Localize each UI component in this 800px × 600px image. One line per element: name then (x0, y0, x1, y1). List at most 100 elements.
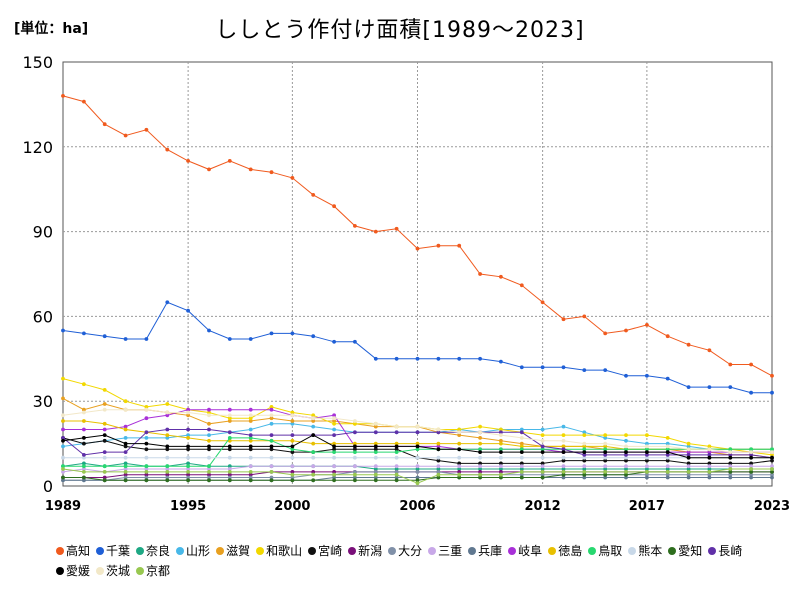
data-point (144, 441, 149, 446)
data-point (165, 470, 170, 474)
data-point (707, 461, 712, 466)
data-point (248, 475, 253, 480)
data-point (478, 450, 482, 454)
data-point (582, 447, 587, 452)
data-point (311, 334, 316, 339)
data-point (603, 436, 608, 440)
data-point (561, 464, 566, 469)
data-point (248, 433, 253, 437)
data-point (311, 450, 316, 454)
data-point (186, 472, 191, 477)
data-point (519, 472, 524, 477)
data-point (394, 472, 399, 477)
data-point (457, 467, 462, 471)
data-point (519, 283, 524, 288)
data-point (227, 455, 232, 460)
data-point (144, 455, 149, 460)
data-point (61, 475, 65, 480)
data-point (186, 427, 191, 432)
data-point (82, 410, 86, 415)
data-point (728, 362, 733, 367)
data-point (436, 455, 441, 460)
data-point (332, 475, 336, 480)
data-point (102, 470, 107, 474)
data-point (665, 470, 670, 474)
data-point (353, 450, 357, 454)
data-point (478, 424, 482, 429)
data-point (61, 478, 65, 483)
data-point (603, 433, 608, 437)
legend-marker (136, 547, 145, 555)
data-point (457, 433, 462, 437)
data-point (102, 464, 107, 469)
data-point (332, 455, 336, 460)
data-point (499, 461, 503, 466)
data-point (186, 444, 191, 449)
data-point (248, 167, 253, 172)
data-point (227, 447, 232, 452)
data-point (82, 99, 86, 104)
data-point (686, 461, 691, 466)
data-point (561, 475, 566, 480)
data-point (624, 464, 628, 469)
data-point (227, 444, 232, 449)
data-point (290, 176, 295, 180)
y-tick-label: 0 (43, 477, 53, 496)
data-point (102, 402, 107, 406)
data-point (186, 159, 191, 163)
data-point (770, 458, 774, 463)
data-point (478, 436, 482, 440)
data-point (186, 407, 191, 412)
data-point (207, 464, 211, 469)
data-point (373, 447, 378, 452)
data-point (394, 464, 399, 469)
data-point (603, 455, 608, 460)
data-point (248, 478, 253, 483)
legend-marker (668, 547, 677, 555)
data-point (373, 450, 378, 454)
data-point (707, 450, 712, 454)
data-point (290, 455, 295, 460)
data-point (269, 464, 274, 469)
data-point (603, 450, 608, 454)
data-point (123, 472, 128, 477)
data-point (582, 444, 587, 449)
data-point (61, 467, 65, 471)
data-point (186, 461, 191, 466)
data-point (207, 167, 211, 172)
data-point (499, 274, 503, 279)
data-point (499, 427, 503, 432)
data-point (373, 444, 378, 449)
data-point (82, 407, 86, 412)
data-point (248, 438, 253, 443)
data-point (61, 328, 65, 333)
data-point (248, 455, 253, 460)
data-point (290, 475, 295, 480)
legend-label: 鳥取 (598, 544, 623, 558)
data-point (770, 475, 774, 480)
data-point (415, 424, 420, 429)
legend-marker (56, 547, 64, 555)
data-point (624, 444, 628, 449)
legend-marker (708, 547, 717, 555)
data-point (582, 455, 587, 460)
data-point (102, 427, 107, 432)
data-point (707, 472, 712, 477)
x-tick-label: 2023 (754, 499, 790, 514)
data-point (728, 447, 733, 452)
data-point (478, 467, 482, 471)
data-point (227, 464, 232, 469)
data-point (457, 461, 462, 466)
legend-item: 新潟 (348, 541, 382, 561)
data-point (415, 470, 420, 474)
data-point (561, 447, 566, 452)
data-point (227, 407, 232, 412)
data-point (269, 478, 274, 483)
data-point (165, 436, 170, 440)
data-point (82, 441, 86, 446)
data-point (415, 444, 420, 449)
data-point (582, 441, 587, 446)
legend-item: 山形 (176, 541, 210, 561)
data-point (311, 416, 316, 421)
data-point (770, 373, 774, 378)
